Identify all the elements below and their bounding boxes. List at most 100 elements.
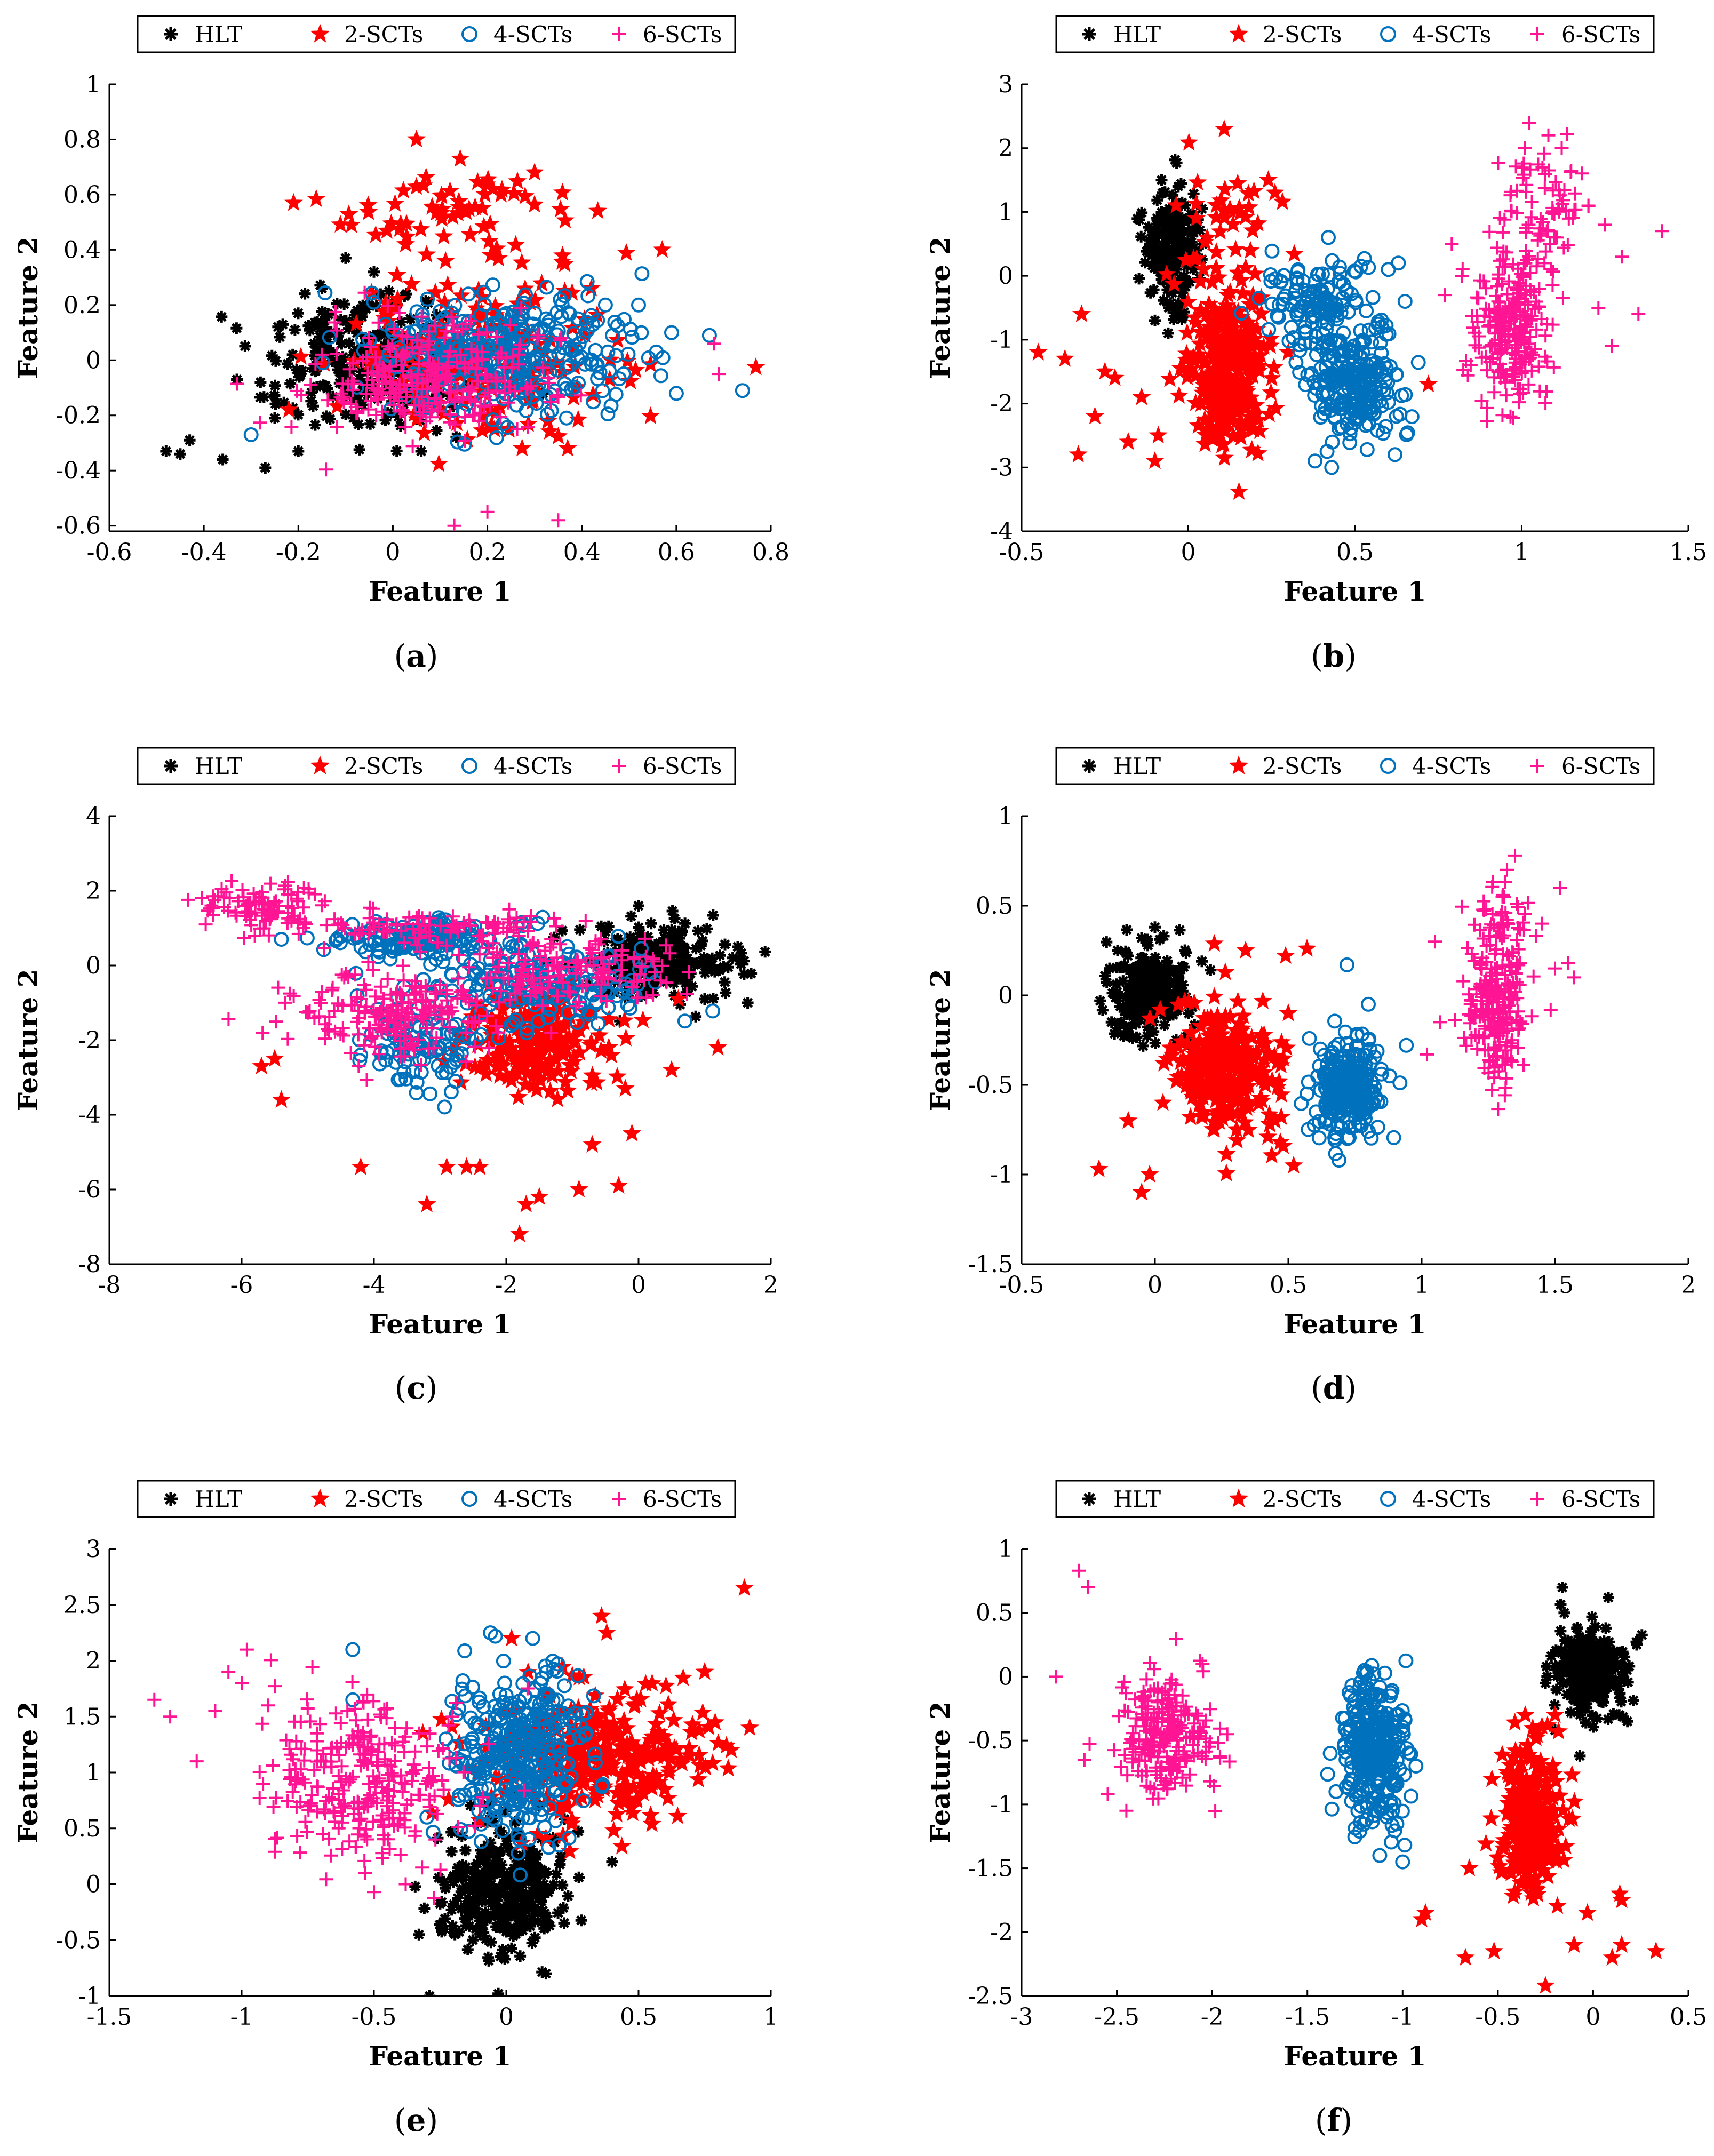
data-point <box>1199 1026 1218 1044</box>
data-point <box>583 1135 602 1153</box>
data-point <box>1504 185 1518 199</box>
data-point <box>1241 294 1260 313</box>
data-point <box>1528 342 1542 356</box>
data-point <box>1195 253 1208 266</box>
data-point <box>1186 393 1205 411</box>
data-point <box>239 340 251 352</box>
data-point <box>697 935 708 947</box>
data-point <box>1214 393 1233 411</box>
data-point <box>1510 206 1524 220</box>
data-point <box>1479 349 1493 364</box>
data-point <box>1456 974 1471 988</box>
data-point <box>1292 343 1308 358</box>
data-point <box>1308 453 1322 469</box>
data-point <box>480 231 499 250</box>
data-point <box>1445 237 1459 251</box>
data-point <box>516 915 531 929</box>
data-point <box>1498 301 1513 316</box>
data-point <box>1069 444 1088 463</box>
data-point <box>1161 955 1173 967</box>
data-point <box>431 936 445 950</box>
data-point <box>1285 244 1304 262</box>
data-point <box>1228 173 1247 191</box>
data-point <box>373 1005 387 1019</box>
data-point <box>436 251 455 269</box>
data-point <box>1300 1086 1314 1101</box>
data-point <box>416 1002 431 1017</box>
data-point <box>1522 116 1536 130</box>
data-point <box>1302 1031 1317 1046</box>
data-point <box>1167 195 1186 214</box>
data-point <box>1142 1021 1154 1033</box>
data-point <box>1122 950 1134 962</box>
data-point <box>1252 1025 1271 1043</box>
data-point <box>539 406 555 422</box>
data-point <box>680 977 692 989</box>
data-point <box>284 193 303 211</box>
data-point <box>1178 306 1190 318</box>
data-point <box>1512 395 1526 410</box>
data-point <box>1591 301 1606 315</box>
data-point <box>411 1033 425 1047</box>
data-point <box>1365 290 1381 305</box>
data-point <box>1194 1075 1213 1093</box>
data-point <box>668 913 681 924</box>
data-point <box>360 1073 374 1087</box>
data-point <box>1196 203 1208 215</box>
data-point <box>461 361 476 375</box>
data-point <box>600 1009 619 1028</box>
data-point <box>1176 985 1189 997</box>
data-point <box>1483 1019 1497 1034</box>
data-point <box>1363 388 1378 404</box>
data-point <box>312 347 324 359</box>
data-point <box>1311 1130 1327 1146</box>
data-point <box>1508 373 1522 387</box>
data-point <box>701 923 713 935</box>
data-point <box>543 975 557 989</box>
data-point <box>489 1019 503 1033</box>
data-point <box>1146 259 1158 272</box>
data-point <box>520 381 534 395</box>
data-point <box>1176 287 1189 299</box>
data-point <box>1555 197 1569 211</box>
data-point <box>265 1049 284 1067</box>
data-point <box>468 1040 482 1054</box>
data-point <box>637 973 651 987</box>
x-tick-label: 0 <box>1147 1272 1162 1299</box>
data-point <box>1273 192 1292 210</box>
data-point <box>1495 260 1510 274</box>
data-point <box>581 1035 600 1053</box>
data-point <box>397 1049 412 1064</box>
data-point <box>1318 297 1334 312</box>
data-point <box>336 392 350 406</box>
data-point <box>1258 170 1278 188</box>
x-axis-label: Feature 1 <box>369 576 512 607</box>
data-point <box>471 327 485 341</box>
data-point <box>1162 327 1174 339</box>
plot-area <box>160 130 766 531</box>
data-point <box>1205 363 1224 382</box>
series-6-scts <box>181 874 696 1087</box>
data-point <box>1241 388 1261 406</box>
data-point <box>393 382 407 396</box>
data-point <box>1157 242 1169 254</box>
data-point <box>1548 230 1561 244</box>
data-point <box>556 975 570 989</box>
data-point <box>1540 354 1554 369</box>
legend-label: HLT <box>195 21 242 47</box>
data-point <box>540 1010 556 1025</box>
data-point <box>1262 1145 1281 1164</box>
data-point <box>230 377 244 391</box>
data-point <box>1264 243 1280 259</box>
plot-area <box>181 874 771 1242</box>
data-point <box>447 920 461 934</box>
data-point <box>1556 291 1570 305</box>
data-point <box>396 234 415 252</box>
data-point <box>1605 339 1619 353</box>
data-point <box>652 964 665 977</box>
data-point <box>266 349 278 362</box>
data-point <box>448 395 462 410</box>
data-point <box>1110 978 1122 991</box>
data-point <box>336 377 350 391</box>
data-point <box>1215 119 1234 138</box>
